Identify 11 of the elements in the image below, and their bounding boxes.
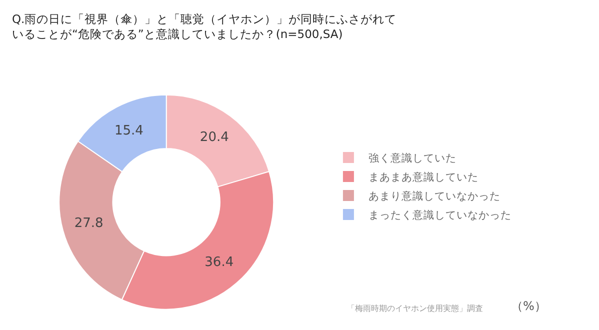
legend-label: まあまあ意識していた	[368, 170, 478, 184]
data-label: 15.4	[114, 123, 144, 138]
text: 「梅雨時期のイヤホン使用実態」調査	[347, 304, 483, 313]
chart-title: Q.雨の日に「視界（傘）」と「聴覚（イヤホン）」が同時にふさがれていることが“危険である”と意識していましたか？(n=500,SA)	[12, 12, 397, 42]
legend-label: まったく意識していなかった	[368, 208, 512, 222]
data-label: 36.4	[204, 255, 234, 270]
legend-label: あまり意識していなかった	[368, 190, 500, 203]
text: （%）	[511, 299, 546, 313]
legend-label: 強く意識していた	[368, 152, 456, 165]
data-label: 27.8	[74, 216, 104, 232]
data-label: 20.4	[200, 130, 229, 146]
